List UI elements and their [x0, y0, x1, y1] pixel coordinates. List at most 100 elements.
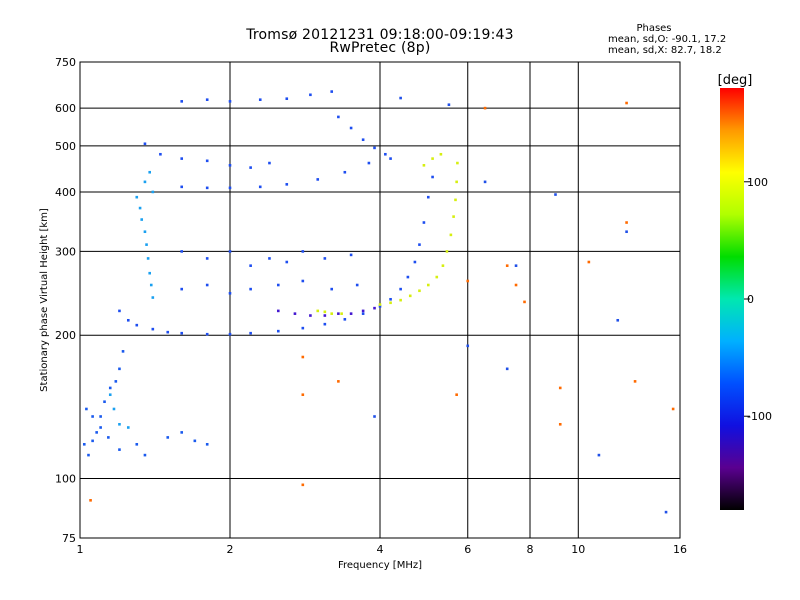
y-tick-label: 300: [55, 245, 76, 258]
data-point: [228, 332, 232, 336]
data-point: [228, 291, 232, 295]
y-axis-ticks: 75 100 200 300 400 500 600 750: [55, 56, 76, 545]
data-point: [249, 287, 252, 291]
data-point: [249, 264, 252, 267]
data-point: [87, 453, 90, 457]
data-point: [671, 407, 675, 411]
data-point: [135, 323, 139, 327]
y-tick-label: 100: [55, 473, 76, 486]
data-point: [340, 312, 343, 315]
data-point: [301, 279, 305, 283]
y-tick-label: 750: [55, 56, 76, 69]
data-point: [384, 152, 387, 156]
colorbar-gradient: [720, 88, 744, 510]
data-point: [285, 260, 289, 264]
y-tick-label: 200: [55, 329, 76, 342]
colorbar-tick-label: -100: [747, 410, 772, 423]
data-point: [108, 386, 112, 390]
data-point: [145, 243, 148, 246]
data-point: [373, 146, 376, 150]
y-axis-label: Stationary phase Virtual Height [km]: [39, 208, 50, 392]
data-point: [301, 250, 305, 253]
data-point: [399, 298, 402, 302]
data-point: [166, 436, 170, 439]
data-point: [343, 170, 347, 174]
data-point: [422, 164, 426, 167]
data-point: [258, 98, 262, 101]
data-point: [349, 253, 353, 257]
x-tick-label: 16: [673, 543, 687, 556]
data-point: [323, 314, 327, 317]
data-point: [205, 283, 209, 287]
data-point: [406, 275, 410, 279]
data-point: [118, 309, 121, 313]
data-point: [228, 186, 232, 190]
data-point: [355, 283, 359, 287]
data-point: [330, 312, 334, 315]
plot-frame: [79, 61, 681, 539]
data-point: [408, 294, 412, 298]
data-point: [587, 260, 591, 264]
data-point: [91, 415, 94, 418]
data-point: [483, 106, 487, 110]
x-tick-label: 6: [464, 543, 471, 556]
data-point: [422, 221, 426, 224]
data-point: [361, 138, 365, 142]
data-point: [455, 180, 458, 184]
data-point: [228, 250, 232, 253]
data-point: [597, 453, 601, 457]
data-point: [456, 161, 459, 165]
data-point: [180, 157, 184, 160]
data-point: [85, 407, 88, 411]
data-point: [301, 393, 305, 397]
data-point: [249, 166, 252, 169]
data-point: [108, 393, 112, 397]
phase-stats-o-mode: mean, sd,O: -90.1, 17.2: [608, 34, 727, 45]
data-point: [95, 431, 98, 434]
data-point: [180, 185, 184, 189]
data-point: [330, 287, 334, 291]
data-point: [143, 453, 147, 457]
data-point: [126, 318, 130, 322]
data-point: [228, 164, 232, 167]
data-point: [99, 426, 102, 429]
y-tick-label: 75: [62, 532, 76, 545]
data-point: [309, 93, 312, 97]
data-point: [523, 300, 526, 304]
data-point: [337, 312, 340, 315]
data-point: [399, 287, 402, 291]
data-point: [301, 326, 305, 330]
x-tick-label: 4: [377, 543, 384, 556]
data-point: [439, 152, 443, 156]
data-point: [148, 271, 152, 275]
data-point: [505, 264, 509, 267]
data-point: [143, 230, 147, 234]
data-point: [82, 443, 86, 446]
data-point: [151, 327, 155, 331]
data-point: [143, 180, 147, 184]
data-point: [616, 318, 620, 322]
data-point: [118, 448, 121, 451]
data-point: [159, 152, 162, 156]
data-point: [140, 218, 144, 221]
x-axis-ticks: 1 2 4 6 8 10 16: [77, 543, 688, 556]
x-tick-label: 8: [527, 543, 534, 556]
data-point: [343, 318, 347, 321]
data-point: [483, 180, 487, 184]
colorbar-tick-label: 0: [747, 293, 754, 306]
data-point: [91, 439, 94, 443]
data-point: [454, 198, 457, 202]
data-point: [431, 175, 434, 179]
data-point: [378, 303, 382, 306]
data-point: [205, 159, 209, 163]
data-point: [276, 283, 280, 287]
data-point: [337, 380, 340, 383]
data-point: [143, 142, 147, 146]
data-point: [323, 257, 327, 260]
data-point: [166, 330, 170, 334]
grid-lines: [80, 62, 680, 538]
data-point: [413, 260, 417, 264]
data-point: [389, 297, 392, 301]
data-point: [625, 221, 628, 224]
